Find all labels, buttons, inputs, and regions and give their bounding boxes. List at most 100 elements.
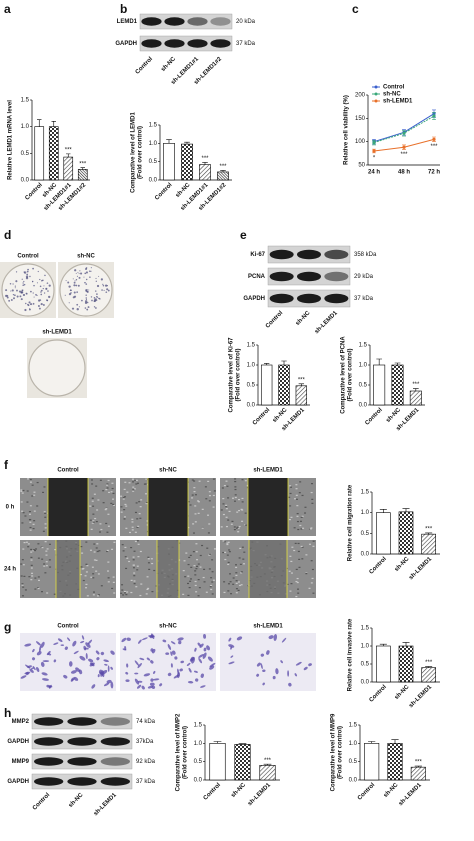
invaded-cell	[40, 641, 45, 648]
cell-texture	[232, 583, 235, 585]
cell-texture	[201, 544, 204, 547]
y-tick-label: 0.0	[349, 778, 358, 784]
colony	[76, 275, 79, 277]
cell-texture	[80, 573, 83, 576]
row-label: 0 h	[6, 505, 15, 511]
cell-texture	[208, 500, 211, 502]
wound-gap	[56, 540, 80, 598]
invaded-cell	[110, 650, 115, 655]
cell-texture	[107, 561, 110, 563]
band-size: 20 kDa	[236, 19, 256, 25]
x-tick-label: sh-NC	[175, 182, 192, 199]
cell-texture	[84, 575, 87, 577]
cell-texture	[234, 488, 237, 491]
cell-texture	[235, 564, 238, 566]
invaded-cell	[150, 678, 154, 682]
cell-texture	[229, 573, 232, 575]
invaded-cell	[268, 635, 274, 640]
image-label: sh-LEMD1	[253, 624, 283, 630]
cell-texture	[122, 497, 125, 499]
cell-texture	[134, 531, 137, 533]
wound-gap	[248, 478, 288, 536]
cell-texture	[297, 528, 300, 531]
cell-texture	[227, 541, 230, 543]
cell-texture	[93, 543, 96, 545]
invaded-cell	[153, 670, 156, 674]
cell-texture	[194, 505, 197, 507]
cell-texture	[145, 502, 148, 505]
cell-texture	[139, 550, 142, 553]
cell-texture	[298, 492, 301, 494]
cell-texture	[105, 522, 108, 525]
y-tick-label: 1.5	[361, 490, 370, 496]
cell-texture	[29, 505, 32, 507]
cell-texture	[107, 479, 110, 482]
cell-texture	[134, 511, 137, 514]
cell-texture	[195, 568, 198, 570]
cell-texture	[34, 588, 37, 590]
cell-texture	[207, 514, 210, 516]
cell-texture	[194, 570, 197, 572]
cell-texture	[241, 546, 244, 548]
y-tick-label: 1.0	[359, 363, 368, 369]
invaded-cell	[174, 656, 178, 660]
cell-texture	[44, 527, 47, 529]
significance: ***	[201, 156, 209, 162]
blot-band	[164, 39, 185, 48]
cell-texture	[23, 575, 26, 577]
cell-texture	[91, 497, 94, 499]
significance: ***	[425, 660, 433, 666]
cell-texture	[241, 479, 244, 481]
y-axis-label: (Fold over control)	[236, 349, 242, 402]
cell-texture	[191, 479, 194, 481]
panel-label: e	[240, 228, 247, 242]
x-tick-label: sh-NC	[385, 407, 402, 424]
cell-texture	[137, 556, 140, 558]
cell-texture	[126, 491, 129, 493]
cell-texture	[187, 501, 190, 503]
invaded-cell	[151, 685, 156, 689]
cell-texture	[300, 545, 303, 548]
colony	[43, 292, 46, 294]
error-bar	[414, 765, 422, 768]
invaded-cell	[40, 661, 45, 667]
cell-texture	[300, 528, 303, 530]
colony	[86, 301, 89, 304]
colony	[73, 281, 76, 284]
significance: ***	[400, 152, 408, 158]
invaded-cell	[85, 653, 88, 660]
cell-texture	[237, 527, 240, 529]
cell-texture	[28, 576, 31, 578]
cell-texture	[227, 563, 230, 566]
invaded-cell	[170, 651, 173, 656]
cell-texture	[102, 502, 105, 504]
cell-texture	[226, 543, 229, 546]
cell-texture	[26, 478, 29, 480]
invaded-cell	[103, 659, 109, 663]
colony	[85, 278, 88, 281]
cell-texture	[195, 551, 198, 553]
band-name: GAPDH	[7, 739, 29, 745]
error-bar	[379, 643, 387, 646]
cell-texture	[223, 591, 226, 594]
colony	[32, 267, 34, 270]
y-axis-label: Comparative level of PCNA	[341, 336, 347, 414]
cell-texture	[30, 556, 33, 559]
cell-texture	[112, 504, 115, 506]
y-tick-label: 1.5	[194, 723, 203, 729]
cell-texture	[237, 589, 240, 591]
invaded-cell	[60, 644, 65, 646]
invaded-cell	[167, 672, 172, 677]
y-axis-label: (Fold over control)	[138, 126, 144, 179]
cell-texture	[106, 570, 109, 572]
invaded-cell	[89, 662, 95, 667]
legend-label: sh-LEMD1	[383, 99, 413, 105]
cell-texture	[89, 505, 92, 507]
cell-texture	[125, 567, 128, 570]
invaded-cell	[262, 669, 266, 672]
blot-band	[269, 271, 294, 282]
cell-texture	[305, 554, 308, 556]
colony	[42, 279, 44, 282]
cell-texture	[140, 583, 143, 585]
blot-band	[100, 777, 130, 786]
